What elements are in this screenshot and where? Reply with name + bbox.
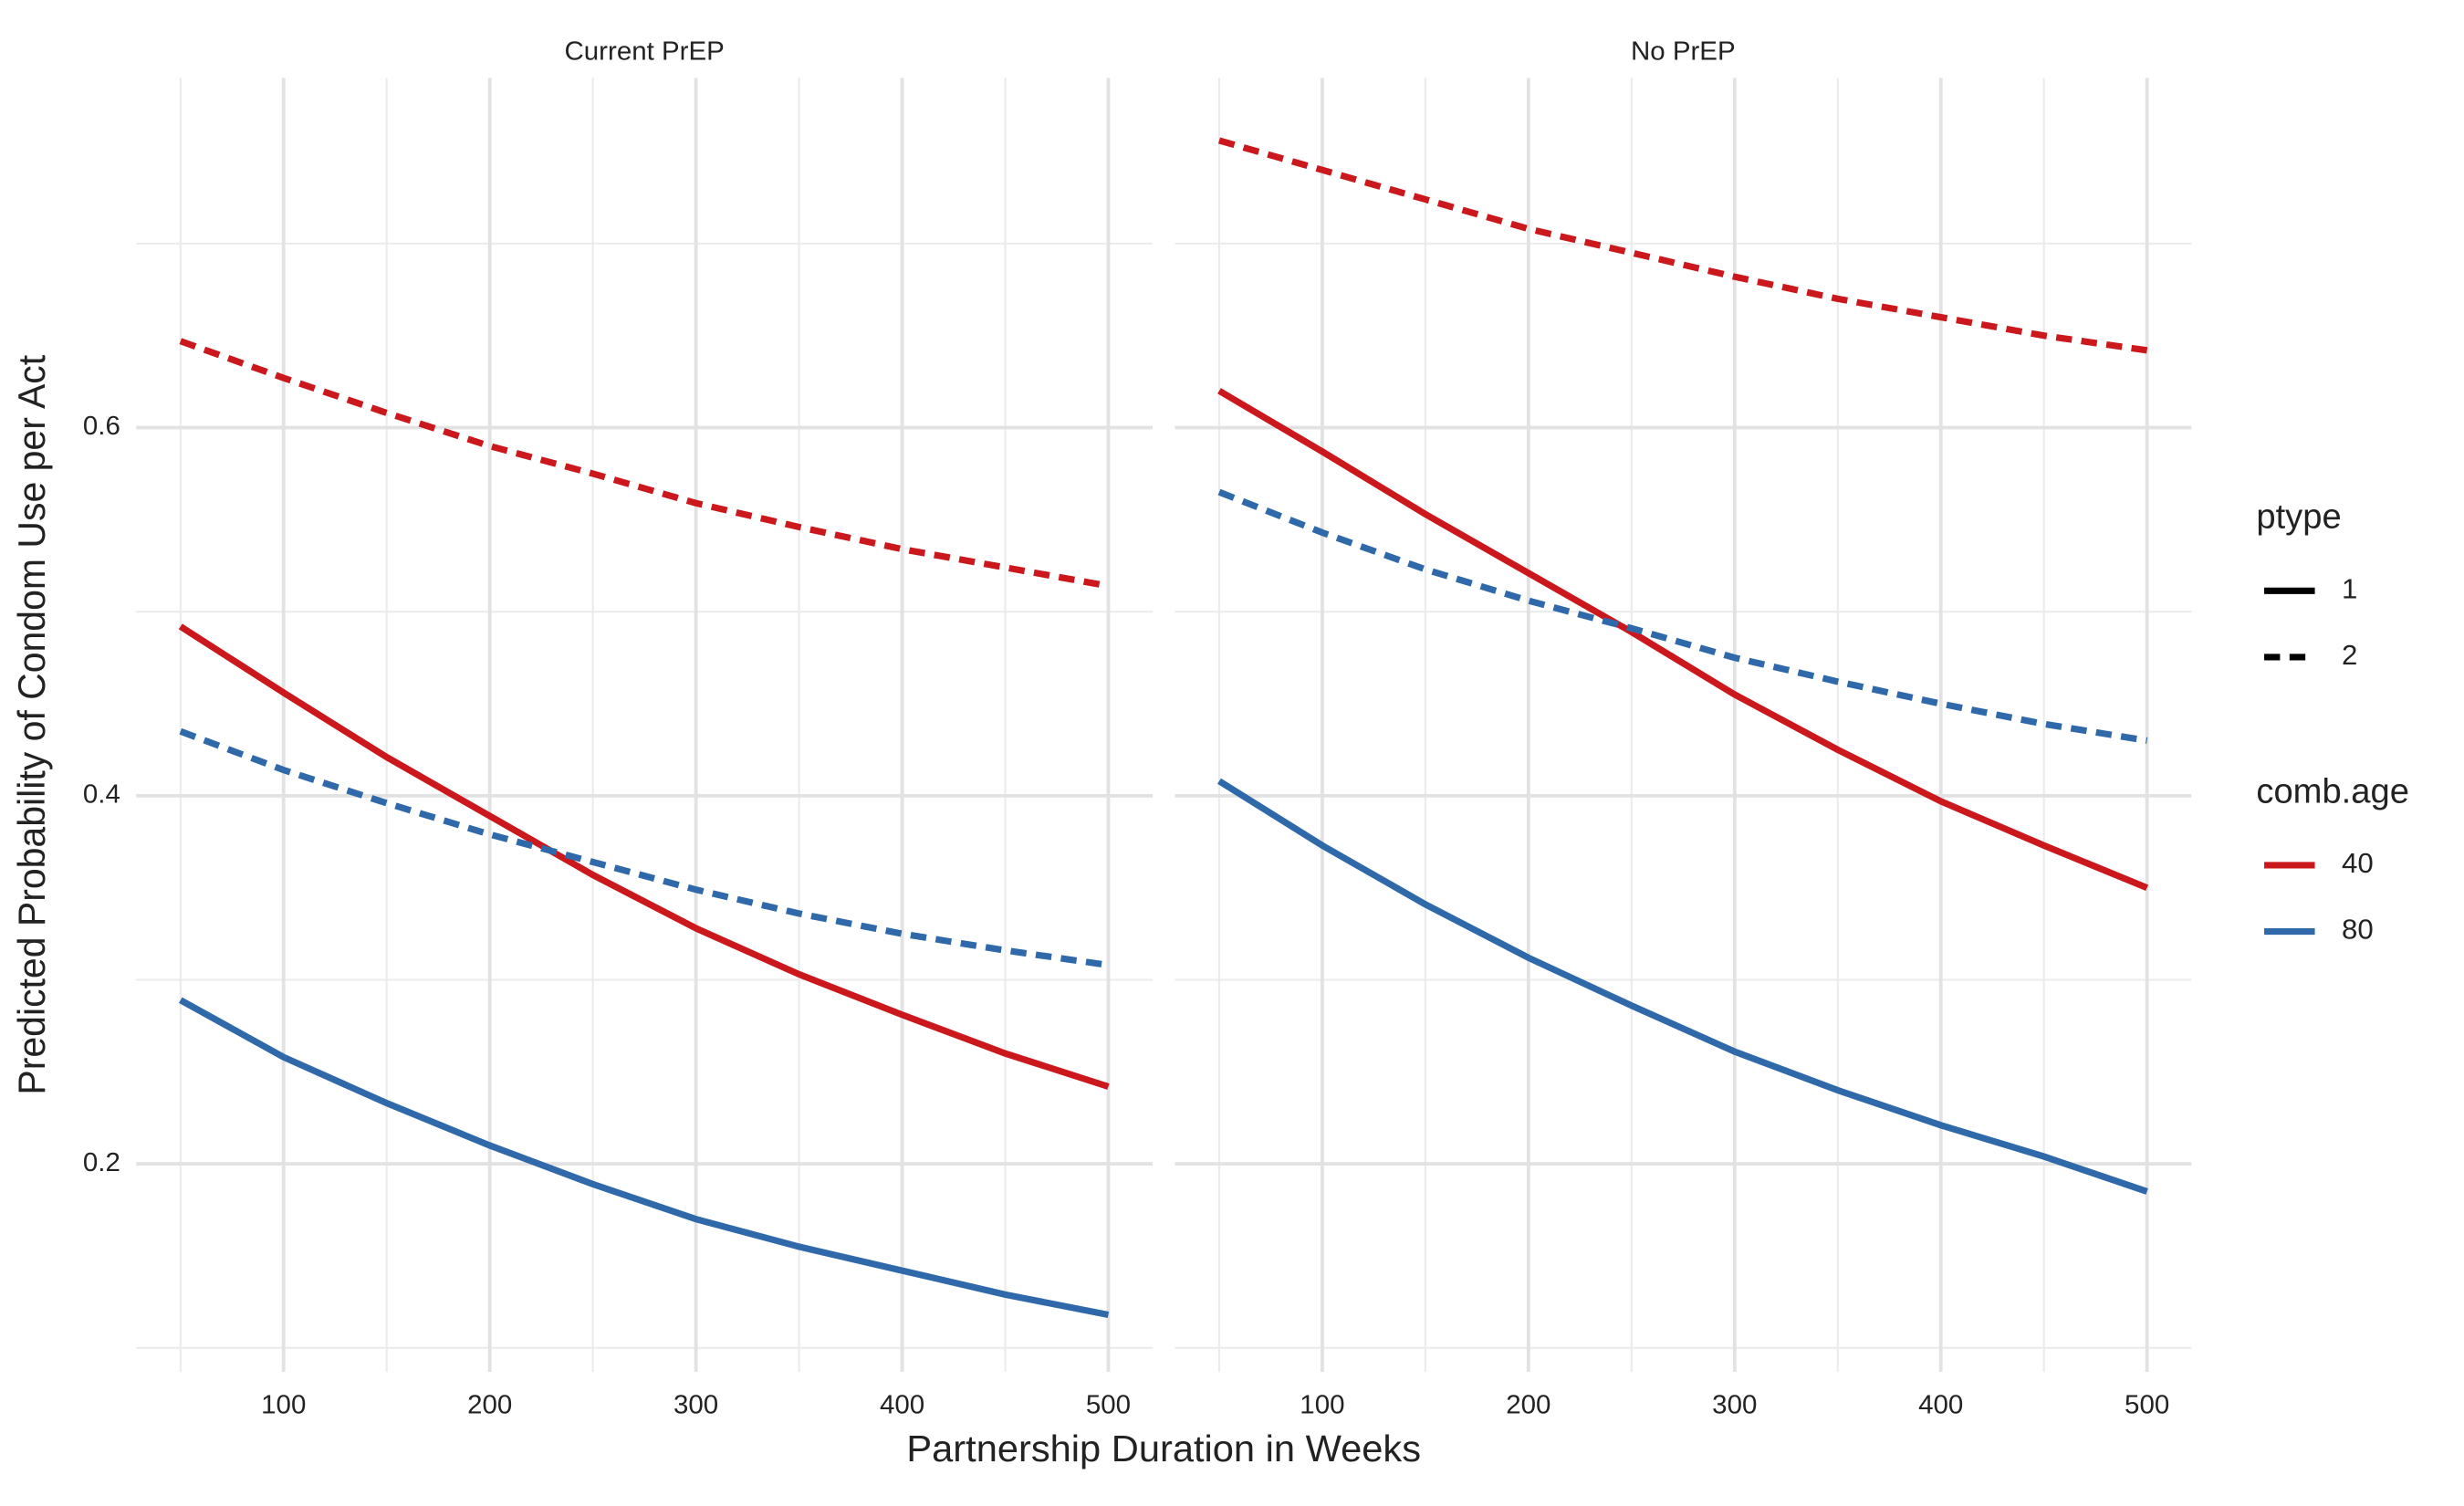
series-line bbox=[179, 338, 1110, 590]
series-line bbox=[178, 623, 1110, 1090]
x-tick-label: 200 bbox=[1506, 1390, 1550, 1419]
legend-label: 40 bbox=[2342, 847, 2374, 879]
x-tick-label: 100 bbox=[1300, 1390, 1344, 1419]
facet-title: Current PrEP bbox=[564, 37, 724, 67]
x-tick-label: 300 bbox=[673, 1390, 718, 1419]
facet-title: No PrEP bbox=[1631, 37, 1736, 67]
legend-title: ptype bbox=[2256, 498, 2341, 537]
series-line bbox=[179, 997, 1110, 1319]
y-tick-label: 0.6 bbox=[83, 412, 120, 441]
x-tick-label: 200 bbox=[467, 1390, 512, 1419]
series-line bbox=[1217, 388, 2149, 891]
legend-label: 80 bbox=[2342, 914, 2374, 946]
x-tick-label: 400 bbox=[880, 1390, 924, 1419]
y-axis-title: Predicted Probability of Condom Use per … bbox=[11, 354, 53, 1094]
x-tick-label: 500 bbox=[2125, 1390, 2169, 1419]
series-line bbox=[1216, 778, 2148, 1195]
plot-root: 100 200 300 400 500 Current PrEP 100 200 300 400 5… bbox=[11, 37, 2409, 1469]
x-tick-label: 100 bbox=[261, 1390, 306, 1419]
x-tick-label: 400 bbox=[1918, 1390, 1963, 1419]
y-tick-label: 0.2 bbox=[83, 1148, 120, 1177]
y-tick-label: 0.4 bbox=[83, 780, 120, 810]
series-line bbox=[1217, 488, 2148, 744]
x-axis-title: Partnership Duration in Weeks bbox=[906, 1428, 1421, 1469]
x-tick-label: 300 bbox=[1712, 1390, 1757, 1419]
x-tick-label: 500 bbox=[1086, 1390, 1131, 1419]
series-line bbox=[1217, 137, 2148, 354]
series-line bbox=[179, 727, 1110, 968]
legend-label: 1 bbox=[2342, 573, 2357, 605]
legend-label: 2 bbox=[2342, 639, 2357, 671]
legend-title: comb.age bbox=[2256, 773, 2409, 811]
